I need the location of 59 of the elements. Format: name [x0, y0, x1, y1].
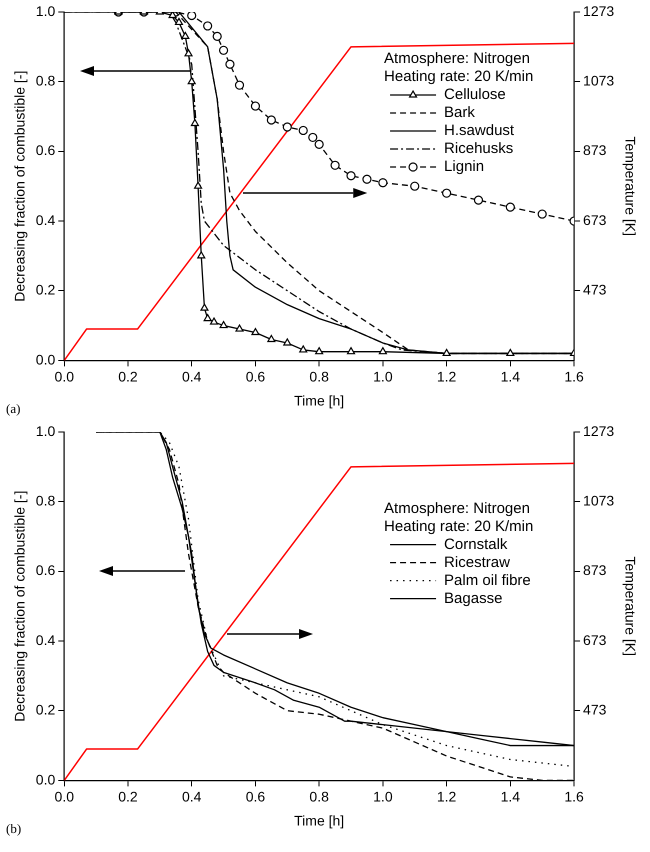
x-tick-label: 0.6: [246, 368, 266, 385]
x-tick-label: 1.0: [373, 368, 393, 385]
x-tick-label: 0.0: [54, 368, 74, 385]
y2-tick-label: 873: [583, 142, 607, 158]
y2-tick-label: 673: [583, 212, 607, 228]
x-tick-label: 0.4: [182, 788, 202, 805]
y2-tick-label: 473: [583, 702, 607, 718]
x-tick-label: 1.4: [500, 368, 520, 385]
legend-label: Cellulose: [444, 86, 506, 104]
text: (b): [6, 820, 22, 836]
text: (a): [6, 400, 20, 416]
y-tick-label: 0.0: [36, 771, 56, 788]
legend-label: Lignin: [444, 158, 484, 176]
y-axis-title: Decreasing fraction of combustible [-]: [11, 490, 28, 722]
x-tick-label: 1.6: [564, 788, 584, 805]
legend-label: H.sawdust: [444, 122, 515, 140]
y-tick-label: 0.6: [36, 562, 56, 578]
y2-tick-label: 1273: [583, 2, 614, 19]
y-tick-label: 0.4: [36, 212, 56, 228]
y-tick-label: 1.0: [36, 2, 56, 19]
y-axis-title: Decreasing fraction of combustible [-]: [11, 70, 28, 302]
y-tick-label: 0.8: [36, 492, 56, 509]
x-tick-label: 0.6: [246, 788, 266, 805]
y2-tick-label: 1073: [583, 72, 614, 89]
x-tick-label: 1.6: [564, 368, 584, 385]
y-tick-label: 0.8: [36, 72, 56, 89]
y2-tick-label: 473: [583, 282, 607, 298]
legend-label: Bagasse: [444, 590, 502, 607]
x-axis-title: Time [h]: [294, 812, 344, 828]
y-tick-label: 0.4: [36, 632, 56, 648]
x-tick-label: 1.2: [436, 788, 457, 805]
x-tick-label: 1.2: [436, 368, 457, 385]
legend-label: Bark: [444, 104, 476, 122]
legend-label: Ricehusks: [444, 140, 514, 158]
y-tick-label: 0.0: [36, 351, 56, 368]
legend-label: Ricestraw: [444, 554, 510, 571]
y2-tick-label: 1273: [583, 422, 614, 439]
y2-axis-title: Temperature [K]: [622, 556, 639, 656]
x-axis-title: Time [h]: [294, 392, 344, 408]
y2-tick-label: 673: [583, 632, 607, 648]
y2-axis-title: Temperature [K]: [622, 136, 639, 236]
y-tick-label: 0.2: [36, 702, 56, 718]
x-tick-label: 1.4: [500, 788, 520, 805]
x-tick-label: 0.2: [118, 368, 138, 385]
legend-title: Atmosphere: Nitrogen Heating rate: 20 K/min: [384, 50, 534, 86]
legend-label: Cornstalk: [444, 536, 508, 553]
legend-title: Atmosphere: Nitrogen Heating rate: 20 K/min: [384, 500, 534, 535]
x-tick-label: 0.8: [309, 788, 330, 805]
x-tick-label: 0.0: [54, 788, 74, 805]
x-tick-label: 1.0: [373, 788, 393, 805]
legend-label: Palm oil fibre: [444, 572, 531, 589]
y-tick-label: 0.2: [36, 282, 56, 298]
y-tick-label: 1.0: [36, 422, 56, 439]
y2-tick-label: 1073: [583, 492, 614, 509]
x-tick-label: 0.4: [182, 368, 202, 385]
x-tick-label: 0.2: [118, 788, 138, 805]
y-tick-label: 0.6: [36, 142, 56, 158]
y2-tick-label: 873: [583, 562, 607, 578]
x-tick-label: 0.8: [309, 368, 330, 385]
